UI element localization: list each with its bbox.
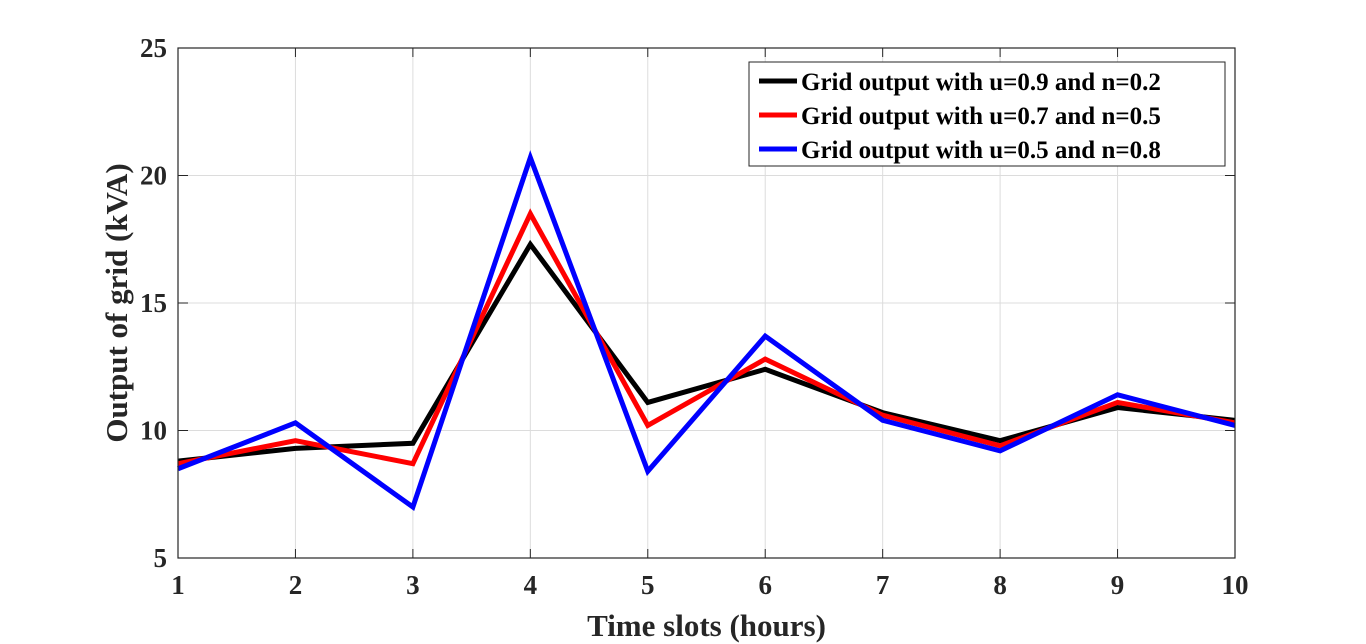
y-tick-label: 20 [140, 161, 167, 191]
x-tick-label: 7 [876, 570, 890, 600]
y-axis-title: Output of grid (kVA) [99, 163, 134, 442]
x-tick-label: 8 [993, 570, 1007, 600]
y-tick-label: 5 [154, 543, 168, 573]
legend-box [748, 61, 1226, 167]
x-tick-label: 10 [1222, 570, 1249, 600]
y-tick-label: 25 [140, 33, 167, 63]
axis-ticks: 1 2 3 4 5 6 7 8 9 10 5 10 15 20 25 [140, 33, 1249, 600]
x-tick-label: 3 [406, 570, 420, 600]
legend: Grid output with u=0.9 and n=0.2 Grid out… [748, 61, 1226, 167]
x-tick-label: 2 [289, 570, 303, 600]
y-tick-label: 10 [140, 416, 167, 446]
legend-label-1: Grid output with u=0.9 and n=0.2 [801, 69, 1161, 96]
y-tick-label: 15 [140, 288, 167, 318]
x-tick-label: 5 [641, 570, 655, 600]
x-tick-label: 1 [171, 570, 185, 600]
series-line-3 [177, 150, 1236, 512]
x-tick-label: 4 [524, 570, 538, 600]
x-tick-label: 9 [1111, 570, 1125, 600]
legend-label-3: Grid output with u=0.5 and n=0.8 [801, 137, 1161, 164]
series-lines [177, 150, 1236, 512]
x-axis-title: Time slots (hours) [587, 608, 826, 643]
legend-label-2: Grid output with u=0.7 and n=0.5 [801, 103, 1161, 130]
x-tick-label: 6 [758, 570, 772, 600]
